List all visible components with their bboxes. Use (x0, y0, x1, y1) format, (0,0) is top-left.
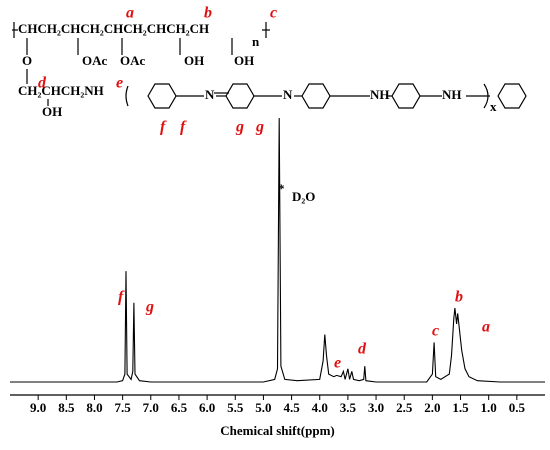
x-tick-label: 2.0 (424, 400, 440, 415)
structure-text: n (252, 34, 260, 49)
peak-label: a (482, 319, 490, 336)
structure-label: d (38, 75, 47, 92)
x-tick-label: 4.0 (312, 400, 328, 415)
structure-label: g (235, 119, 244, 136)
structure-text: CHCH₂CHCH₂CHCH₂CHCH₂CH (18, 21, 209, 36)
x-tick-label: 1.5 (452, 400, 469, 415)
structure-label: e (116, 75, 123, 92)
structure-text: O (22, 53, 32, 68)
structure-label: f (180, 119, 187, 136)
x-tick-label: 7.5 (115, 400, 132, 415)
peak-label: * (278, 181, 285, 196)
x-tick-label: 9.0 (30, 400, 46, 415)
structure-text: NH (442, 87, 462, 102)
structure-text: OH (234, 53, 254, 68)
structure-text: CH₂CHCH₂NH (18, 83, 104, 98)
structure-text: OH (42, 104, 62, 119)
structure-text: N (205, 87, 215, 102)
x-tick-label: 4.5 (283, 400, 300, 415)
peak-label: f (118, 289, 125, 306)
x-tick-label: 8.0 (86, 400, 102, 415)
x-tick-label: 5.5 (227, 400, 244, 415)
structure-label: g (255, 119, 264, 136)
x-tick-label: 5.0 (255, 400, 271, 415)
structure-label: f (160, 119, 167, 136)
x-tick-label: 8.5 (58, 400, 75, 415)
structure-text: OH (184, 53, 204, 68)
x-tick-label: 6.0 (199, 400, 215, 415)
structure-drawing (12, 22, 527, 109)
structure-label: a (126, 5, 134, 22)
peak-label: D₂O (292, 189, 315, 204)
peak-label: c (432, 323, 439, 340)
x-tick-label: 2.5 (396, 400, 413, 415)
structure-text: NH (370, 87, 390, 102)
peak-label: d (358, 341, 367, 358)
structure-text: x (490, 99, 497, 114)
x-tick-label: 3.0 (368, 400, 384, 415)
x-tick-label: 1.0 (481, 400, 497, 415)
x-tick-label: 0.5 (509, 400, 526, 415)
x-tick-label: 6.5 (171, 400, 188, 415)
x-tick-label: 7.0 (143, 400, 159, 415)
structure-label: c (270, 5, 277, 22)
peak-label: b (455, 289, 463, 306)
peak-label: g (145, 299, 154, 316)
x-axis-title: Chemical shift(ppm) (220, 423, 334, 438)
spectrum-line (10, 117, 545, 383)
structure-text: N (283, 87, 293, 102)
structure-text: OAc (120, 53, 146, 68)
structure-text: OAc (82, 53, 108, 68)
structure-label: b (204, 5, 212, 22)
peak-label: e (334, 355, 341, 372)
x-tick-label: 3.5 (340, 400, 357, 415)
